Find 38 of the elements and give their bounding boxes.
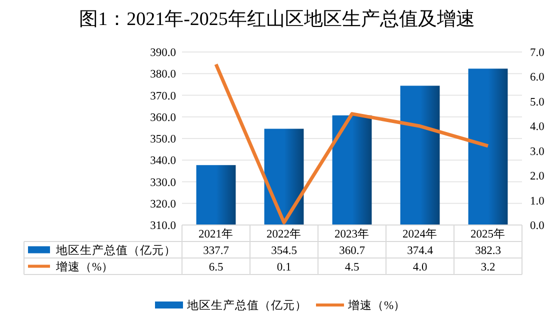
x-tick-label: 2023年 <box>334 227 370 240</box>
data-label: 0.1 <box>276 261 292 274</box>
data-label: 360.7 <box>339 244 366 257</box>
y2-tick-label: 4.0 <box>530 121 545 134</box>
x-tick-label: 2022年 <box>266 227 302 240</box>
data-label: 337.7 <box>203 244 230 257</box>
y2-tick-label: 3.0 <box>530 146 545 158</box>
line-series <box>214 62 490 224</box>
y2-tick-label: 0.0 <box>530 220 545 232</box>
text: 增速（%） <box>56 261 114 274</box>
y-tick-label: 320.0 <box>150 198 176 210</box>
y2-tick-label: 6.0 <box>530 72 545 84</box>
y2-tick-label: 5.0 <box>530 96 545 108</box>
y-tick-label: 370.0 <box>150 90 176 102</box>
x-tick-label: 2024年 <box>402 227 438 240</box>
data-label: 374.4 <box>407 244 434 257</box>
x-tick-label: 2021年 <box>198 227 234 240</box>
chart-title: 图1：2021年-2025年红山区地区生产总值及增速 <box>79 9 475 30</box>
y-tick-label: 350.0 <box>150 134 176 146</box>
x-tick-label: 2025年 <box>470 227 506 240</box>
text: 地区生产总值（亿元） <box>187 300 307 312</box>
y-tick-label: 360.0 <box>150 112 176 124</box>
y-tick-label: 380.0 <box>150 68 176 81</box>
y-tick-label: 340.0 <box>150 155 176 168</box>
data-label: 3.2 <box>480 261 496 274</box>
data-label: 4.5 <box>344 261 360 274</box>
data-label: 6.5 <box>208 261 224 274</box>
y-tick-label: 310.0 <box>150 220 176 232</box>
y-tick-label: 390.0 <box>150 47 176 60</box>
data-label: 354.5 <box>271 244 298 257</box>
legend-label: 增速（%） <box>347 299 406 312</box>
y2-tick-label: 7.0 <box>530 47 545 60</box>
data-label: 382.3 <box>475 244 502 257</box>
y2-tick-label: 2.0 <box>530 170 545 183</box>
y-tick-label: 330.0 <box>150 176 176 189</box>
data-label: 4.0 <box>412 261 428 274</box>
y2-tick-label: 1.0 <box>530 195 545 208</box>
legend-label: 地区生产总值（亿元） <box>55 242 176 257</box>
